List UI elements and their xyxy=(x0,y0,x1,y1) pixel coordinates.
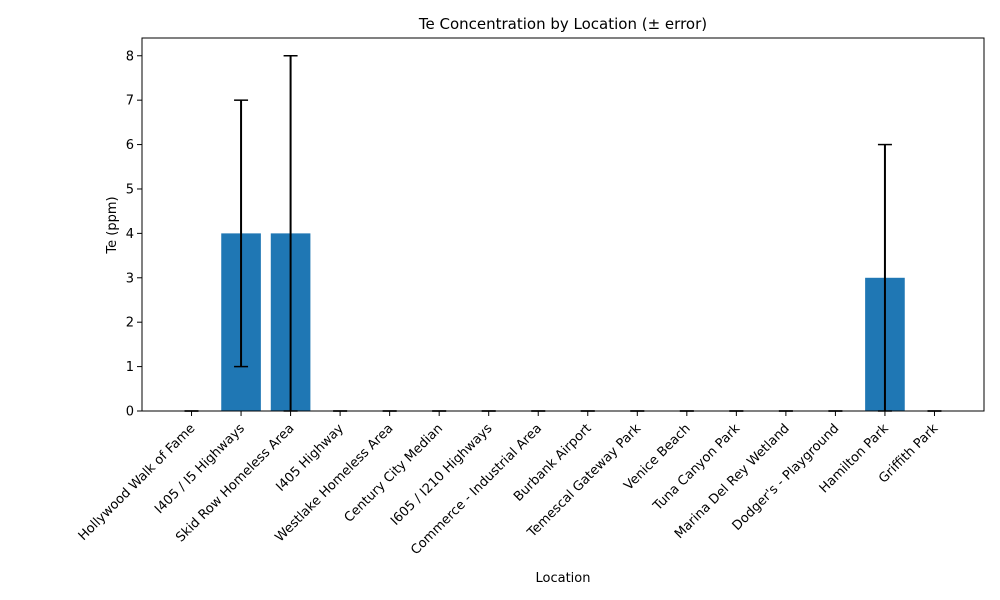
y-tick-label: 5 xyxy=(126,182,134,197)
y-tick-label: 0 xyxy=(126,405,134,420)
chart-title: Te Concentration by Location (± error) xyxy=(418,15,707,33)
y-tick-label: 6 xyxy=(126,138,134,153)
y-tick-label: 2 xyxy=(126,316,134,331)
x-tick-label: Century City Median xyxy=(342,421,446,525)
y-tick-label: 4 xyxy=(126,227,134,242)
y-tick-label: 7 xyxy=(126,94,134,109)
y-tick-label: 1 xyxy=(126,360,134,375)
bars-layer xyxy=(221,233,905,411)
y-axis: 0 1 2 3 4 5 6 7 8 xyxy=(126,49,142,420)
y-axis-label: Te (ppm) xyxy=(105,196,120,254)
y-tick-label: 8 xyxy=(126,49,134,64)
x-tick-label: Tuna Canyon Park xyxy=(650,421,744,515)
x-tick-label: I405 / I5 Highways xyxy=(152,421,248,517)
error-bar xyxy=(234,99,249,368)
x-axis-label: Location xyxy=(536,571,591,586)
y-tick-label: 3 xyxy=(126,271,134,286)
plot-frame xyxy=(141,37,985,412)
